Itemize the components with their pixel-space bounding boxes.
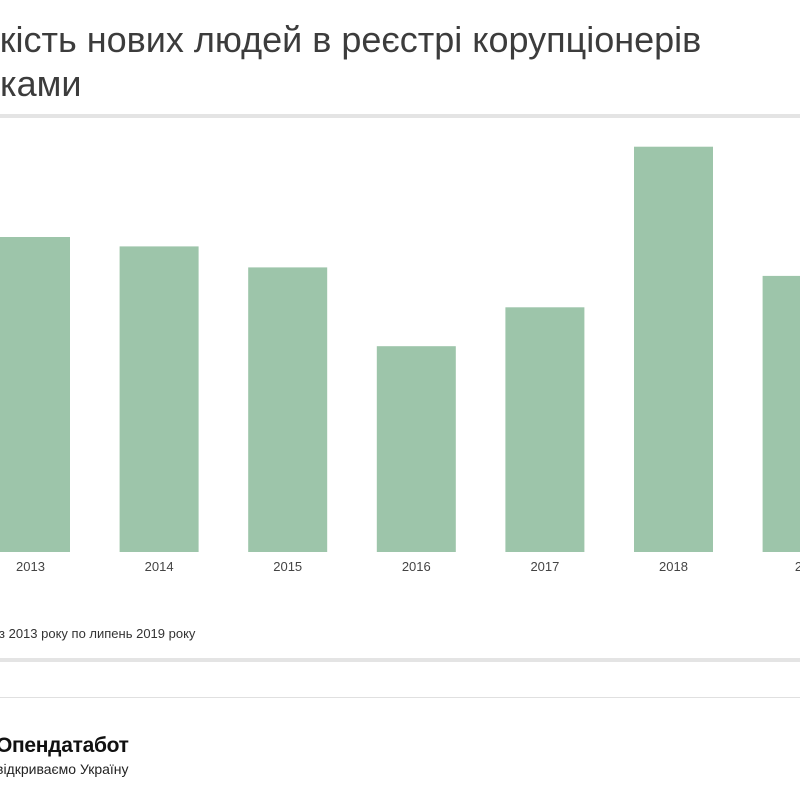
bar-2017: [505, 307, 585, 552]
bar-2013: [0, 237, 70, 552]
bar-2014: [119, 246, 199, 552]
x-tick-label-2016: 2016: [402, 559, 431, 574]
footnote: іод з 2013 року по липень 2019 року: [0, 626, 196, 641]
opendatabot-logo: Опендатабот відкриваємо Україну: [0, 734, 129, 777]
x-tick-label-2013: 2013: [16, 559, 45, 574]
x-tick-label-2014: 2014: [145, 559, 174, 574]
bar-2016: [376, 346, 456, 552]
bar-chart: 2013 2014 2015 2016 2017 2018 20: [0, 146, 800, 574]
x-tick-label-2017: 2017: [530, 559, 559, 574]
title-divider: [0, 114, 800, 118]
x-tick-label-2019: 20: [795, 559, 800, 574]
logo-name: Опендатабот: [0, 734, 129, 757]
footer-thin-divider: [0, 697, 800, 698]
chart-title: лькість нових людей в реєстрі корупціоне…: [0, 18, 800, 106]
bar-2015: [248, 267, 328, 552]
x-tick-label-2015: 2015: [273, 559, 302, 574]
bar-2019: [762, 275, 800, 552]
logo-tagline: відкриваємо Україну: [0, 761, 129, 777]
chart-title-line-2: роками: [0, 63, 82, 104]
footer-divider: [0, 658, 800, 662]
x-tick-label-2018: 2018: [659, 559, 688, 574]
bar-2018: [634, 146, 713, 552]
chart-title-line-1: лькість нових людей в реєстрі корупціоне…: [0, 19, 702, 60]
